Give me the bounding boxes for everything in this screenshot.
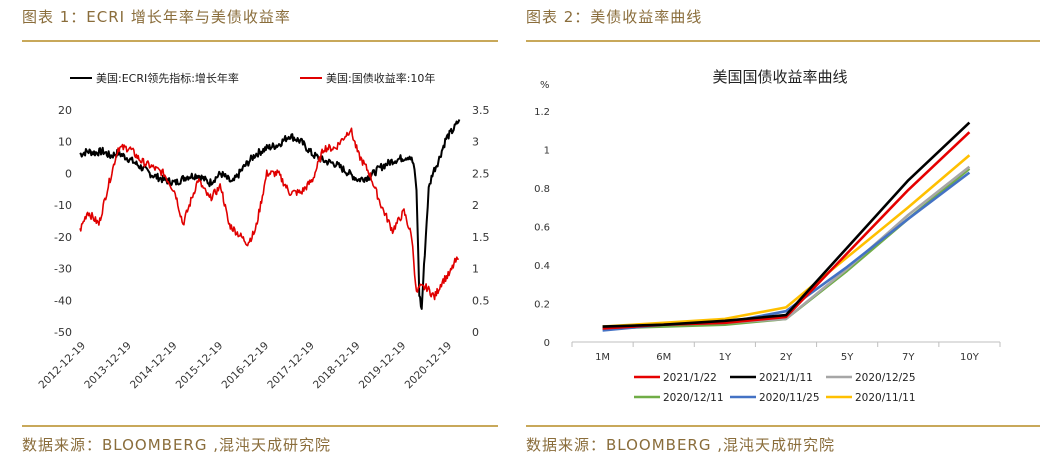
left-axis-tick-label: 10	[58, 136, 72, 149]
figure-2-source: 数据来源：BLOOMBERG ,混沌天成研究院	[526, 436, 836, 454]
x-axis-tick-label: 2019-12-19	[357, 340, 409, 392]
legend-label: 美国:国债收益率:10年	[326, 71, 435, 85]
y-axis-tick-label: 0.6	[534, 223, 550, 234]
yield-curve-line	[602, 167, 971, 330]
figure-2-panel: 图表 2：美债收益率曲线 美国国债收益率曲线% 0 0.2 0.4 0.6 0.8 1 1.2…	[520, 0, 1040, 462]
yield-curve-line	[602, 165, 971, 330]
y-axis-tick-label: 1	[544, 146, 550, 157]
y-axis-tick-label: 0	[544, 338, 550, 349]
figure-1-title: 图表 1：ECRI 增长年率与美债收益率	[22, 8, 291, 26]
x-axis-tick-label: 2Y	[780, 352, 793, 363]
right-axis-tick-label: 1	[472, 263, 479, 276]
right-axis-tick-label: 2.5	[472, 167, 490, 180]
yield-curve-chart: 美国国债收益率曲线% 0 0.2 0.4 0.6 0.8 1 1.2 1M 6M 1Y 2Y 5Y 7Y 1…	[534, 68, 1001, 404]
x-axis-tick-label: 2014-12-19	[128, 340, 180, 392]
chart-title: 美国国债收益率曲线	[712, 68, 847, 86]
left-axis-tick-label: -50	[54, 326, 72, 339]
figure-2-bottom-rule	[526, 425, 1040, 427]
x-axis-tick-label: 2015-12-19	[174, 340, 226, 392]
y-axis-tick-label: 0.2	[534, 300, 550, 311]
x-axis-tick-label: 2018-12-19	[311, 340, 363, 392]
x-axis-tick-label: 2020-12-19	[403, 340, 455, 392]
legend-label: 2021/1/22	[663, 372, 717, 384]
legend-label: 2021/1/11	[759, 372, 813, 384]
x-axis-tick-label: 5Y	[841, 352, 854, 363]
legend-label: 美国:ECRI领先指标:增长年率	[96, 71, 239, 85]
legend-label: 2020/12/25	[855, 372, 916, 384]
left-axis-tick-label: 20	[58, 104, 72, 117]
figure-2-top-rule	[526, 40, 1040, 42]
figure-2-title: 图表 2：美债收益率曲线	[526, 8, 703, 26]
yield-curve-line	[602, 131, 971, 330]
right-axis-tick-label: 0	[472, 326, 479, 339]
y-axis-unit: %	[540, 80, 550, 91]
y-axis-tick-label: 1.2	[534, 107, 550, 118]
x-axis-tick-label: 2013-12-19	[82, 340, 134, 392]
legend-label: 2020/11/25	[759, 392, 820, 404]
ecri-series-line	[79, 119, 461, 310]
left-axis-tick-label: -10	[54, 199, 72, 212]
legend-label: 2020/12/11	[663, 392, 724, 404]
figure-1-panel: 图表 1：ECRI 增长年率与美债收益率 -50 -40 -30 -20 -10 0 10 2…	[0, 0, 498, 462]
x-axis-tick-label: 10Y	[960, 352, 980, 363]
x-axis-tick-label: 2016-12-19	[220, 340, 272, 392]
y-axis-tick-label: 0.8	[534, 184, 550, 195]
figure-1-bottom-rule	[22, 425, 498, 427]
x-axis-tick-label: 1M	[595, 352, 610, 363]
right-axis-tick-label: 2	[472, 199, 479, 212]
yield-curve-line	[602, 121, 971, 328]
right-axis-tick-label: 3.5	[472, 104, 490, 117]
figure-1-top-rule	[22, 40, 498, 42]
x-axis-tick-label: 6M	[656, 352, 671, 363]
ecri-yield-chart: -50 -40 -30 -20 -10 0 10 20 0 0.5 1 1.5 2 2.5 3 3.5 2012…	[36, 71, 490, 392]
figure-1-source: 数据来源：BLOOMBERG ,混沌天成研究院	[22, 436, 332, 454]
legend-label: 2020/11/11	[855, 392, 916, 404]
right-axis-tick-label: 3	[472, 136, 479, 149]
left-axis-tick-label: -30	[54, 263, 72, 276]
yield-curve-line	[602, 154, 971, 328]
x-axis-tick-label: 2017-12-19	[265, 340, 317, 392]
left-axis-tick-label: 0	[65, 167, 72, 180]
left-axis-tick-label: -20	[54, 231, 72, 244]
yield-10y-series-line	[79, 127, 459, 301]
x-axis-tick-label: 2012-12-19	[36, 340, 88, 392]
right-axis-tick-label: 0.5	[472, 294, 490, 307]
left-axis-tick-label: -40	[54, 294, 72, 307]
x-axis-tick-label: 1Y	[719, 352, 732, 363]
right-axis-tick-label: 1.5	[472, 231, 490, 244]
y-axis-tick-label: 0.4	[534, 261, 550, 272]
x-axis-tick-label: 7Y	[902, 352, 915, 363]
